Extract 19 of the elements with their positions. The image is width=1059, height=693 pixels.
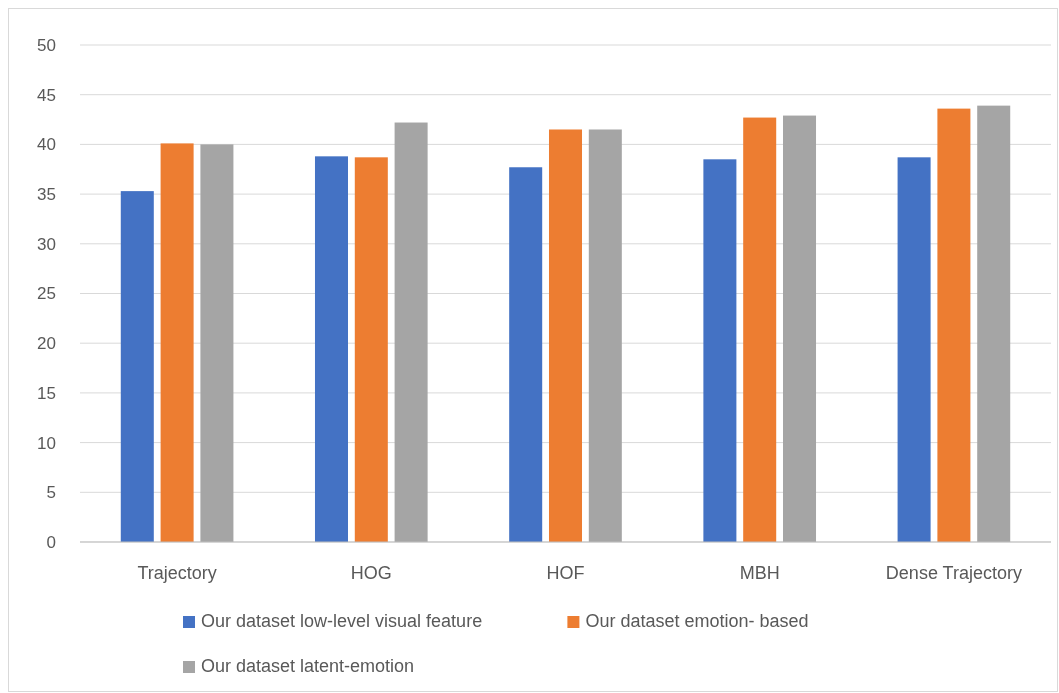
- y-tick-label: 15: [37, 383, 56, 403]
- y-tick-label: 35: [37, 185, 56, 205]
- legend-label: Our dataset low-level visual feature: [201, 611, 483, 631]
- x-tick-label: MBH: [739, 563, 780, 583]
- y-tick-label: 10: [37, 433, 56, 453]
- x-tick-label: Dense Trajectory: [885, 563, 1022, 583]
- y-tick-label: 30: [37, 234, 56, 254]
- y-tick-label: 20: [37, 334, 56, 354]
- legend-label: Our dataset latent-emotion: [201, 656, 415, 676]
- x-tick-label: HOG: [350, 563, 392, 583]
- y-tick-label: 45: [37, 85, 56, 105]
- y-tick-label: 50: [37, 35, 56, 55]
- y-tick-label: 40: [37, 135, 56, 155]
- y-tick-label: 5: [46, 483, 56, 503]
- legend-label: Our dataset emotion- based: [585, 611, 809, 631]
- x-tick-label: HOF: [546, 563, 585, 583]
- x-tick-label: Trajectory: [137, 563, 217, 583]
- y-tick-label: 25: [37, 284, 56, 304]
- y-tick-label: 0: [46, 532, 56, 552]
